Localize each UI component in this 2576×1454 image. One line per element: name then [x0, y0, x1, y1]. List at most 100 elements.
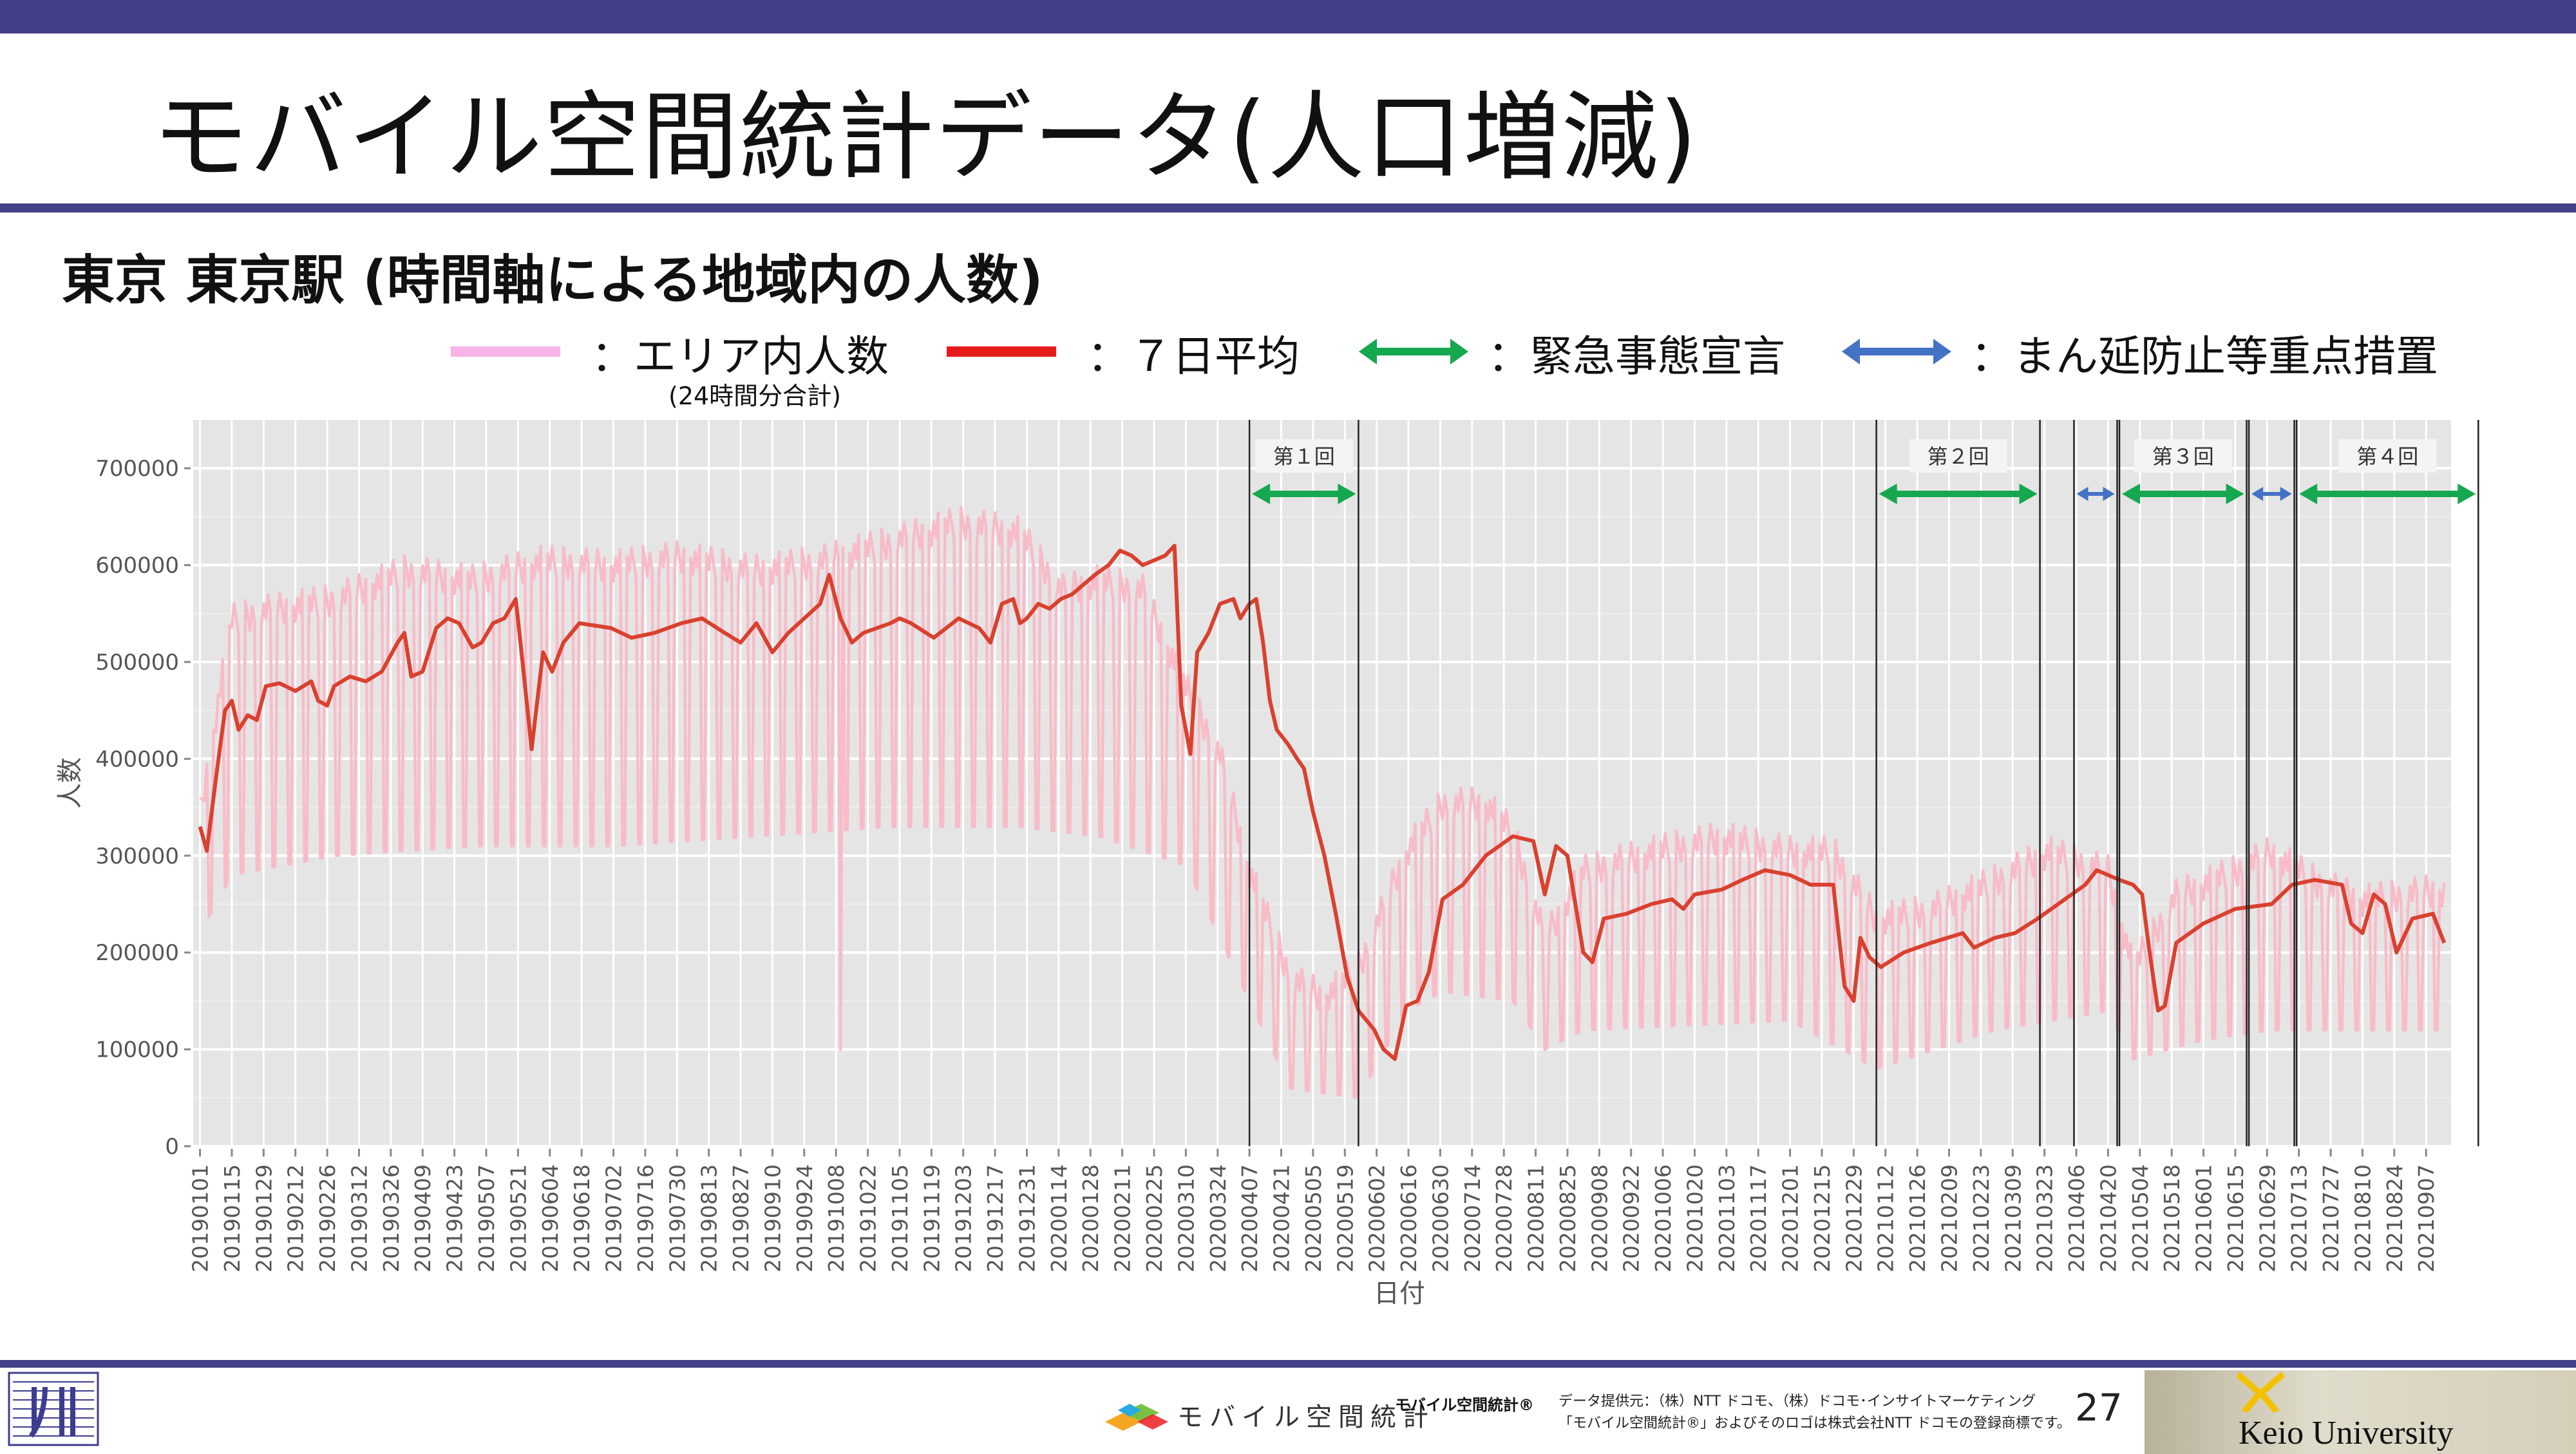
- x-tick-label: 20190716: [633, 1164, 658, 1272]
- x-tick-label: 20191231: [1014, 1164, 1039, 1272]
- x-tick-label: 20200225: [1142, 1164, 1167, 1272]
- x-tick-label: 20191119: [919, 1164, 944, 1272]
- period-label-box: [1909, 439, 2007, 473]
- x-tick-label: 20190212: [283, 1164, 308, 1272]
- y-tick-label: 700000: [95, 456, 179, 482]
- x-tick-label: 20200505: [1301, 1164, 1326, 1272]
- x-tick-label: 20191008: [824, 1164, 849, 1272]
- period-arrow-head: [1338, 484, 1356, 504]
- x-tick-label: 20190702: [601, 1164, 627, 1272]
- x-tick-label: 20201020: [1682, 1164, 1707, 1272]
- x-tick-label: 20190618: [569, 1164, 594, 1272]
- x-tick-label: 20200630: [1428, 1164, 1453, 1272]
- x-tick-label: 20200421: [1269, 1164, 1294, 1272]
- x-tick-label: 20190115: [220, 1164, 245, 1272]
- period-arrow-head: [2458, 484, 2476, 504]
- period-arrow-head: [2280, 487, 2292, 501]
- x-tick-label: 20210615: [2223, 1164, 2248, 1272]
- page-number: 27: [2075, 1386, 2123, 1430]
- x-tick-label: 20200114: [1046, 1164, 1072, 1272]
- x-tick-label: 20210323: [2032, 1164, 2058, 1272]
- period-arrow-head: [2103, 487, 2115, 501]
- x-tick-label: 20200310: [1173, 1164, 1198, 1272]
- x-tick-label: 20201117: [1746, 1164, 1771, 1272]
- blue-double-arrow-icon: [1842, 339, 1951, 364]
- data-credit: データ提供元：（株）NTT ドコモ、（株）ドコモ･インサイトマーケティング 「モ…: [1558, 1391, 2071, 1435]
- x-tick-label: 20190604: [538, 1164, 563, 1272]
- green-double-arrow-icon: [1359, 339, 1468, 364]
- x-tick-label: 20201201: [1778, 1164, 1803, 1272]
- x-tick-label: 20200616: [1396, 1164, 1421, 1272]
- chart-subtitle: 東京 東京駅 (時間軸による地域内の人数): [62, 250, 1043, 311]
- x-tick-label: 20190813: [697, 1164, 722, 1272]
- x-tick-label: 20210713: [2287, 1164, 2312, 1272]
- x-tick-label: 20210309: [2000, 1164, 2025, 1272]
- legend-label-priority-measures: ：まん延防止等重点措置: [1971, 332, 2438, 381]
- x-tick-label: 20200811: [1524, 1164, 1549, 1272]
- x-tick-label: 20190326: [379, 1164, 404, 1272]
- y-axis-title: 人数: [55, 757, 85, 809]
- y-tick-label: 300000: [95, 844, 179, 869]
- legend-note: (24時間分合計): [668, 382, 842, 410]
- x-tick-label: 20201006: [1651, 1164, 1676, 1272]
- period-arrow-head: [2019, 484, 2038, 504]
- x-tick-label: 20190409: [410, 1164, 435, 1272]
- period-arrow-head: [1252, 484, 1271, 504]
- legend-label-area-count: ：エリア内人数: [591, 332, 889, 381]
- period-label: 第２回: [1927, 444, 1989, 469]
- y-tick-label: 100000: [95, 1037, 179, 1063]
- x-tick-label: 20200714: [1460, 1164, 1485, 1272]
- x-tick-label: 20200728: [1492, 1164, 1517, 1272]
- x-tick-label: 20210406: [2064, 1164, 2089, 1272]
- credit-line-2: 「モバイル空間統計®」およびそのロゴは株式会社NTT ドコモの登録商標です。: [1558, 1415, 2071, 1431]
- university-name: Keio University: [2239, 1415, 2454, 1451]
- x-tick-label: 20201103: [1714, 1164, 1739, 1272]
- period-label: 第１回: [1273, 444, 1335, 469]
- x-tick-label: 20191217: [983, 1164, 1008, 1272]
- university-banner: [2145, 1370, 2576, 1454]
- keio-pen-logo-icon: [2236, 1372, 2285, 1413]
- x-tick-label: 20191203: [951, 1164, 976, 1272]
- x-tick-label: 20190507: [474, 1164, 499, 1272]
- period-arrow-head: [1879, 484, 1897, 504]
- x-tick-label: 20190924: [792, 1164, 817, 1272]
- period-arrow-head: [2299, 484, 2318, 504]
- x-tick-label: 20200407: [1237, 1164, 1262, 1272]
- x-tick-label: 20200922: [1619, 1164, 1644, 1272]
- x-tick-label: 20210601: [2192, 1164, 2217, 1272]
- seven-day-average-series: [198, 543, 2447, 1061]
- legend-label-7day-average: ：７日平均: [1087, 332, 1300, 381]
- y-tick-label: 600000: [95, 553, 179, 579]
- x-tick-label: 20190730: [665, 1164, 690, 1272]
- x-tick-label: 20201229: [1841, 1164, 1866, 1272]
- x-tick-label: 20210420: [2096, 1164, 2121, 1272]
- mobile-spatial-statistics-logo-icon: [1105, 1404, 1168, 1431]
- period-label: 第４回: [2356, 444, 2418, 469]
- red-line-icon: [947, 346, 1056, 357]
- x-tick-label: 20210810: [2350, 1164, 2375, 1272]
- y-tick-label: 400000: [95, 746, 179, 772]
- x-tick-label: 20200324: [1206, 1164, 1231, 1272]
- x-tick-label: 20200519: [1332, 1164, 1358, 1272]
- x-tick-label: 20201215: [1810, 1164, 1835, 1272]
- x-tick-label: 20190910: [760, 1164, 785, 1272]
- period-arrow-head: [2122, 484, 2141, 504]
- period-arrow-head: [2251, 487, 2264, 501]
- period-arrow-head: [2076, 487, 2088, 501]
- x-tick-label: 20190423: [442, 1164, 468, 1272]
- x-tick-label: 20210824: [2382, 1164, 2407, 1272]
- x-tick-label: 20190312: [346, 1164, 372, 1272]
- x-tick-label: 20190101: [188, 1164, 213, 1272]
- x-tick-label: 20190129: [251, 1164, 276, 1272]
- x-tick-label: 20210112: [1873, 1164, 1899, 1272]
- credit-line-1: データ提供元：（株）NTT ドコモ、（株）ドコモ･インサイトマーケティング: [1558, 1393, 2036, 1410]
- pink-line-icon: [451, 346, 560, 357]
- y-tick-label: 0: [165, 1134, 179, 1160]
- x-tick-label: 20191022: [856, 1164, 881, 1272]
- legend-label-emergency: ：緊急事態宣言: [1488, 332, 1785, 381]
- page-title: モバイル空間統計データ(人口増減): [152, 82, 1699, 194]
- top-bar: [0, 0, 2576, 33]
- y-tick-label: 200000: [95, 940, 179, 966]
- footer-divider: [0, 1360, 2576, 1368]
- x-tick-label: 20210727: [2318, 1164, 2344, 1272]
